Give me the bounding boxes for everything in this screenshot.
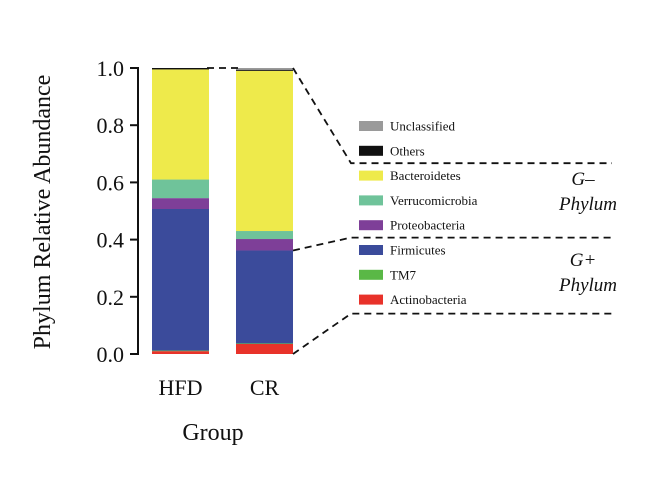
legend-swatch-tm7 <box>359 269 383 280</box>
legend-label-others: Others <box>390 143 425 158</box>
bar-segment-cr-others <box>236 69 293 71</box>
g-boundary-connector <box>292 236 612 252</box>
g-positive-bottom-connector <box>292 312 612 355</box>
y-tick-label: 0.0 <box>97 342 125 367</box>
bar-segment-cr-bacteroidetes <box>236 70 293 232</box>
y-tick-label: 0.4 <box>97 228 125 253</box>
x-axis-label: Group <box>182 420 243 446</box>
bar-segment-hfd-actinobacteria <box>152 351 209 354</box>
legend-swatch-firmicutes <box>359 245 383 255</box>
bar-segment-hfd-others <box>152 68 209 70</box>
bar-segment-hfd-proteobacteria <box>152 198 209 209</box>
legend-label-actinobacteria: Actinobacteria <box>390 292 467 307</box>
bar-segment-hfd-tm7 <box>152 350 209 352</box>
legend: Unclassified Others Bacteroidetes Verrucomi… <box>359 119 478 307</box>
bar-segment-cr-actinobacteria <box>236 343 293 354</box>
y-tick-label: 0.6 <box>97 170 125 195</box>
legend-label-proteobacteria: Proteobacteria <box>390 218 465 233</box>
legend-swatch-proteobacteria <box>359 220 383 231</box>
x-tick-label: HFD <box>158 375 202 400</box>
bar-segment-cr-firmicutes <box>236 250 293 344</box>
y-tick-label: 1.0 <box>97 56 125 81</box>
legend-swatch-unclassified <box>359 121 383 131</box>
legend-label-tm7: TM7 <box>390 267 417 282</box>
legend-label-unclassified: Unclassified <box>390 119 455 134</box>
legend-swatch-verrucomicrobia <box>359 195 383 206</box>
bar-segment-hfd-firmicutes <box>152 208 209 351</box>
y-axis-label: Phylum Relative Abundance <box>30 75 56 350</box>
bar-segment-cr-verrucomicrobia <box>236 231 293 240</box>
group-label-line1: G+ <box>570 250 597 271</box>
legend-swatch-bacteroidetes <box>359 170 383 181</box>
x-axis: HFD CR <box>158 375 279 400</box>
bar-segment-cr-unclassified <box>236 68 293 70</box>
connector-lines <box>207 67 612 355</box>
bar-segment-hfd-bacteroidetes <box>152 69 209 180</box>
bar-segment-hfd-verrucomicrobia <box>152 179 209 199</box>
group-label-line2: Phylum <box>558 194 617 215</box>
x-tick-label: CR <box>250 375 280 400</box>
bar-segment-cr-tm7 <box>236 343 293 345</box>
y-tick-label: 0.2 <box>97 285 125 310</box>
y-axis: 0.0 0.2 0.4 0.6 0.8 1.0 <box>97 56 139 367</box>
y-tick-label: 0.8 <box>97 113 125 138</box>
bars <box>152 68 293 354</box>
legend-swatch-others <box>359 145 383 156</box>
g-negative-top-connector <box>292 67 612 165</box>
legend-swatch-actinobacteria <box>359 294 383 305</box>
gram-groups: G– Phylum G+ Phylum <box>558 169 617 296</box>
legend-label-firmicutes: Firmicutes <box>390 243 446 258</box>
group-label-line2: Phylum <box>558 275 617 296</box>
group-label-line1: G– <box>571 169 595 190</box>
bar-segment-cr-proteobacteria <box>236 239 293 251</box>
legend-label-bacteroidetes: Bacteroidetes <box>390 168 461 183</box>
legend-label-verrucomicrobia: Verrucomicrobia <box>390 193 478 208</box>
